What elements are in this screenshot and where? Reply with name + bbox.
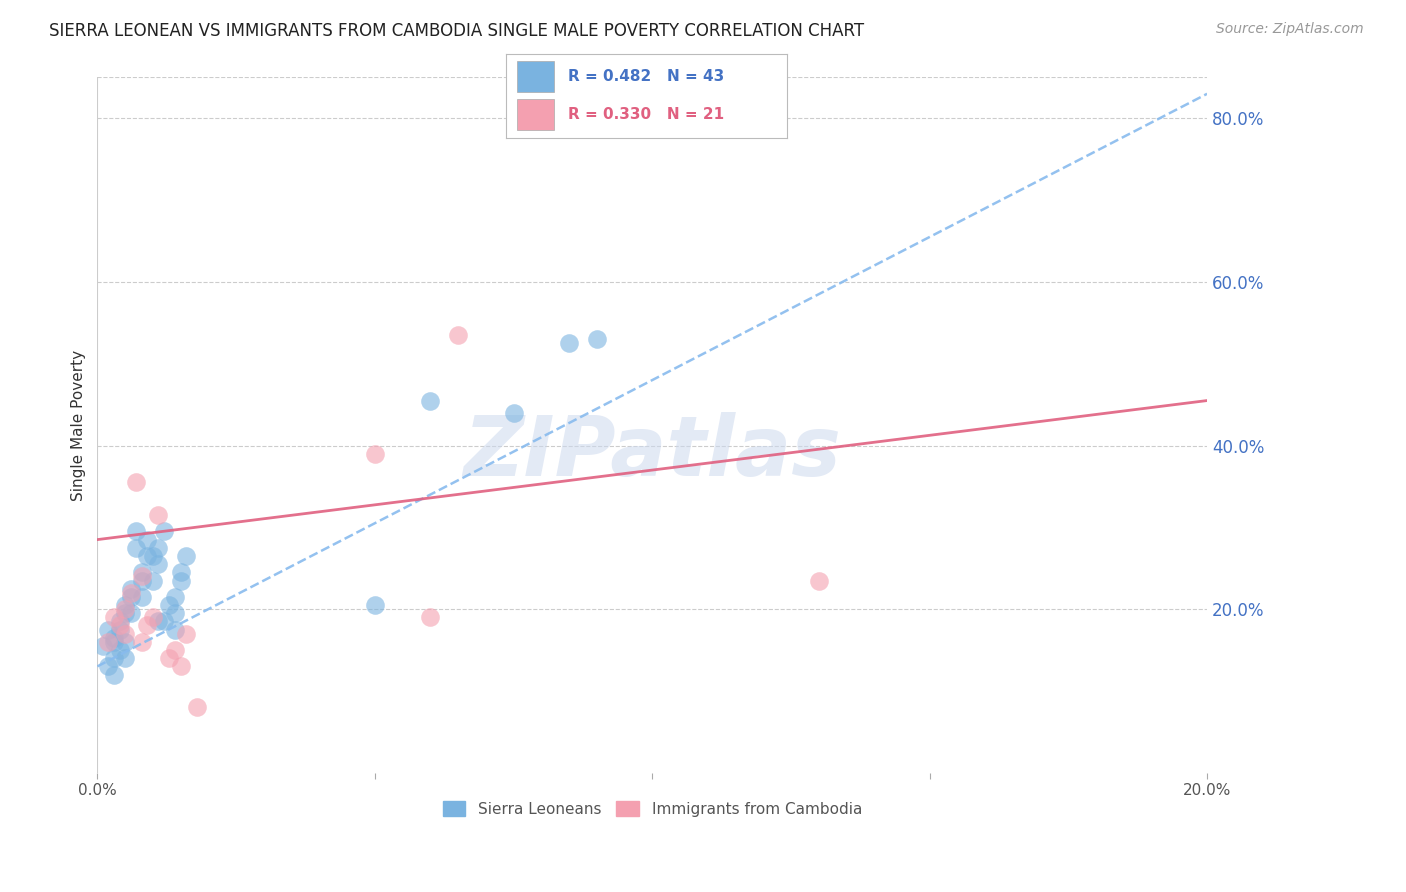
Point [169,574,191,588]
Point [103,651,125,665]
Point [163,606,186,620]
Point [91,639,114,653]
Point [120,586,142,600]
Point [108,643,131,657]
Point [131,569,153,583]
Point [114,635,136,649]
Y-axis label: Single Male Poverty: Single Male Poverty [72,350,86,500]
Point [136,618,159,632]
Point [114,602,136,616]
Point [169,659,191,673]
Text: R = 0.482   N = 43: R = 0.482 N = 43 [568,69,724,84]
Point [807,574,830,588]
Point [159,651,181,665]
Point [131,574,153,588]
Point [136,549,159,563]
Point [364,598,387,612]
Text: R = 0.330   N = 21: R = 0.330 N = 21 [568,107,724,122]
Point [125,475,148,490]
Point [108,615,131,629]
Point [148,541,170,555]
Point [585,332,607,346]
Point [136,533,159,547]
Point [502,406,524,420]
Text: ZIPatlas: ZIPatlas [464,412,841,493]
Point [163,623,186,637]
Point [97,659,120,673]
Point [558,336,581,351]
FancyBboxPatch shape [517,62,554,92]
Point [186,700,208,714]
Point [142,610,165,624]
Point [97,635,120,649]
Text: Source: ZipAtlas.com: Source: ZipAtlas.com [1216,22,1364,37]
Point [163,643,186,657]
Point [148,508,170,522]
Point [364,447,387,461]
Point [142,549,165,563]
Legend: Sierra Leoneans, Immigrants from Cambodia: Sierra Leoneans, Immigrants from Cambodi… [434,793,869,824]
FancyBboxPatch shape [517,99,554,130]
Point [131,590,153,604]
Point [174,549,197,563]
Point [97,623,120,637]
Point [103,635,125,649]
Point [419,610,441,624]
Point [125,541,148,555]
Point [120,582,142,596]
Point [114,626,136,640]
Point [131,635,153,649]
Point [120,590,142,604]
Point [163,590,186,604]
Point [148,615,170,629]
Point [142,574,165,588]
Point [169,566,191,580]
Point [153,524,176,539]
Point [108,623,131,637]
Point [114,598,136,612]
Point [103,667,125,681]
Point [131,566,153,580]
Point [153,615,176,629]
Point [159,598,181,612]
Point [120,606,142,620]
Point [114,651,136,665]
Point [103,631,125,645]
Text: SIERRA LEONEAN VS IMMIGRANTS FROM CAMBODIA SINGLE MALE POVERTY CORRELATION CHART: SIERRA LEONEAN VS IMMIGRANTS FROM CAMBOD… [49,22,865,40]
Point [114,606,136,620]
Point [174,626,197,640]
Point [103,610,125,624]
Point [447,328,470,343]
Point [148,557,170,571]
Point [419,393,441,408]
Point [108,618,131,632]
Point [125,524,148,539]
